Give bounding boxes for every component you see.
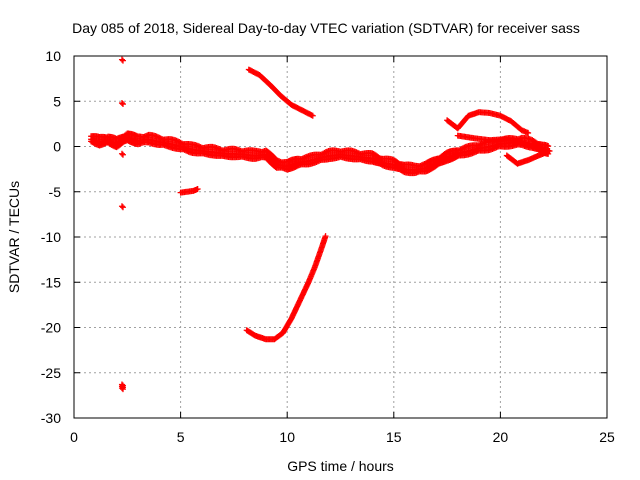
series-point-isolated-points-2-2h — [119, 386, 126, 393]
y-tick-label: 0 — [53, 139, 61, 155]
data-series — [88, 56, 553, 393]
series-point-isolated-points-2-2h — [119, 151, 126, 158]
series-point-main-band — [321, 149, 328, 156]
y-tick-label: 10 — [45, 48, 61, 64]
series-point-deep-arc — [322, 233, 329, 240]
y-tick-label: -10 — [41, 229, 61, 245]
series-point-isolated-points-2-2h — [119, 204, 126, 211]
axis-ticks: 0 5 10 15 20 25 10 5 0 -5 -10 -15 -20 -25 -30 — [41, 48, 615, 445]
y-tick-label: -25 — [41, 365, 61, 381]
series-point-isolated-points-2-2h — [118, 56, 125, 63]
x-tick-label: 20 — [493, 429, 509, 445]
y-tick-label: -20 — [41, 320, 61, 336]
grid-lines — [74, 56, 607, 418]
series-point-main-band — [458, 145, 465, 152]
x-axis-label: GPS time / hours — [287, 458, 394, 474]
series-point-isolated-points-2-2h — [119, 57, 126, 64]
series-point-isolated-points-2-2h — [118, 100, 125, 107]
x-tick-label: 25 — [599, 429, 615, 445]
chart-title: Day 085 of 2018, Sidereal Day-to-day VTE… — [72, 20, 580, 36]
y-tick-label: -15 — [41, 274, 61, 290]
series-point-isolated-points-2-2h — [118, 203, 125, 210]
x-tick-label: 15 — [386, 429, 402, 445]
x-tick-label: 10 — [279, 429, 295, 445]
series-point-upper-arc-1 — [309, 112, 316, 119]
series-point-lower-arc-20-22 — [544, 148, 551, 155]
y-axis-label: SDTVAR / TECUs — [6, 181, 22, 293]
y-tick-label: -5 — [49, 184, 62, 200]
series-point-segment-near-5-3h — [194, 186, 201, 193]
y-tick-label: 5 — [53, 93, 61, 109]
series-point-isolated-points-2-2h — [119, 101, 126, 108]
y-tick-label: -30 — [41, 410, 61, 426]
series-point-isolated-points-2-2h — [118, 385, 125, 392]
series-point-isolated-points-2-2h — [118, 150, 125, 157]
x-tick-label: 0 — [70, 429, 78, 445]
series-point-upper-arc-2 — [525, 129, 532, 136]
x-tick-label: 5 — [177, 429, 185, 445]
